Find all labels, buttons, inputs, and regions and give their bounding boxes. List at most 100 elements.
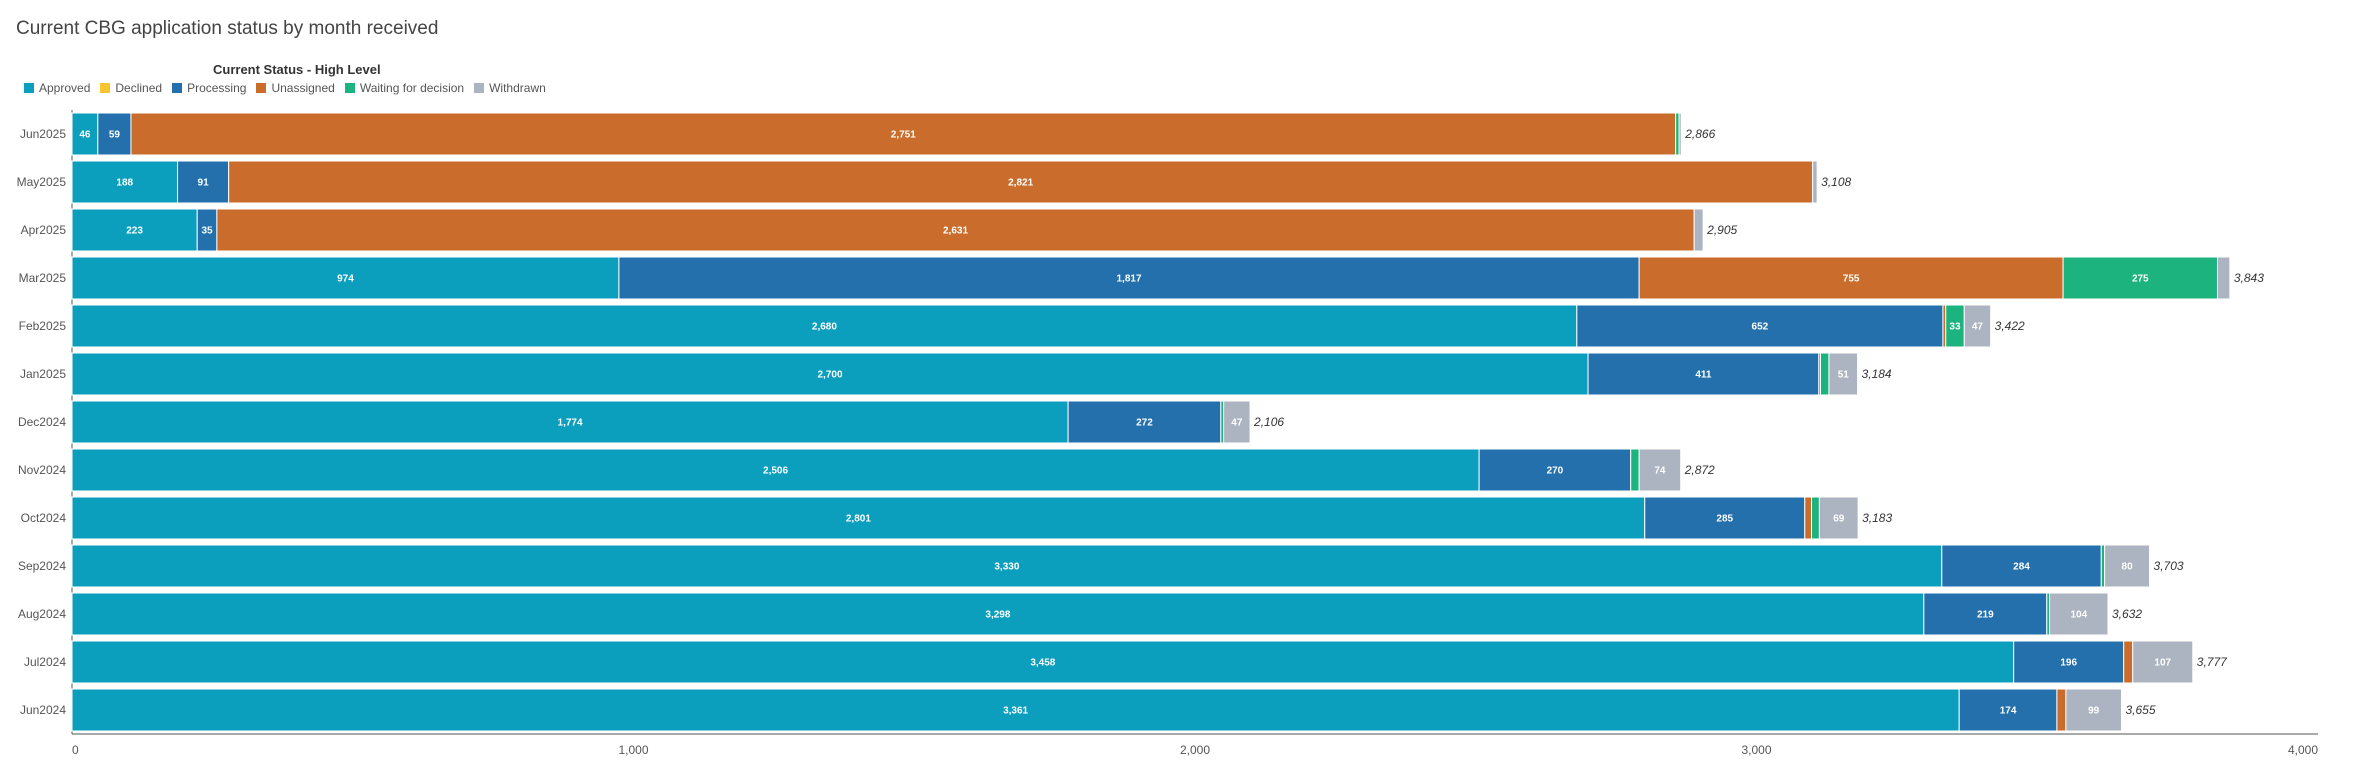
bar-segment — [177, 160, 230, 204]
data-label: 755 — [1843, 274, 1860, 285]
y-tick-label: Jan2025 — [20, 367, 66, 381]
bar-segment — [71, 304, 1578, 348]
legend-item[interactable]: Approved — [24, 81, 90, 95]
bar-segment — [1963, 304, 1992, 348]
data-label: 80 — [2122, 562, 2134, 573]
total-label: 3,655 — [2125, 703, 2155, 717]
bar-segment — [2132, 640, 2194, 684]
bar-segment — [1675, 112, 1680, 156]
x-tick-label: 3,000 — [1741, 743, 1771, 757]
bar-segment — [71, 400, 1069, 444]
bar-segment — [1958, 688, 2058, 732]
bar-segment — [2123, 640, 2134, 684]
bar-segment — [71, 256, 620, 300]
data-label: 2,631 — [943, 226, 968, 237]
y-tick-label: Aug2024 — [18, 607, 66, 621]
legend-swatch — [100, 83, 111, 93]
legend-item[interactable]: Declined — [100, 81, 162, 95]
data-label: 69 — [1833, 514, 1845, 525]
bar-segment — [618, 256, 1640, 300]
legend-swatch — [172, 83, 183, 93]
total-label: 3,422 — [1995, 319, 2025, 333]
data-label: 33 — [1949, 322, 1961, 333]
data-label: 99 — [2088, 706, 2100, 717]
data-label: 223 — [126, 226, 143, 237]
bar-segment — [228, 160, 1814, 204]
data-label: 104 — [2070, 610, 2087, 621]
bar-segment — [1818, 496, 1859, 540]
data-label: 2,680 — [812, 322, 837, 333]
legend-label: Withdrawn — [489, 81, 546, 95]
data-label: 1,774 — [558, 418, 583, 429]
chart-title: Current CBG application status by month … — [16, 18, 439, 39]
data-label: 47 — [1231, 418, 1243, 429]
total-label: 3,632 — [2112, 607, 2142, 621]
data-label: 411 — [1695, 370, 1712, 381]
y-tick-label: Jun2024 — [20, 703, 66, 717]
legend-swatch — [256, 83, 267, 93]
data-label: 219 — [1977, 610, 1994, 621]
bar-segment — [97, 112, 132, 156]
legend-swatch — [344, 83, 355, 93]
legend-title: Current Status - High Level — [213, 62, 381, 77]
legend-label: Processing — [187, 81, 247, 95]
bar-segment — [130, 112, 1677, 156]
bar-segment — [216, 208, 1695, 252]
y-tick-label: Feb2025 — [19, 319, 67, 333]
bar-segment — [1820, 352, 1830, 396]
legend-label: Waiting for decision — [359, 81, 465, 95]
x-tick-label: 0 — [72, 743, 79, 757]
y-tick-label: Nov2024 — [18, 463, 66, 477]
total-label: 2,866 — [1684, 127, 1715, 141]
bar-segment — [2062, 256, 2218, 300]
bar-segment — [71, 496, 1646, 540]
data-label: 2,700 — [818, 370, 843, 381]
bar-segment — [2104, 544, 2151, 588]
data-label: 1,817 — [1117, 274, 1142, 285]
legend-label: Unassigned — [271, 81, 335, 95]
bar-segment — [1693, 208, 1704, 252]
legend-swatch — [24, 83, 34, 93]
total-label: 3,184 — [1862, 367, 1892, 381]
y-tick-label: Mar2025 — [19, 271, 67, 285]
x-tick-label: 2,000 — [1180, 743, 1210, 757]
bar-segment — [1828, 352, 1859, 396]
data-label: 46 — [79, 130, 91, 141]
data-label: 272 — [1136, 418, 1153, 429]
bar-segment — [1923, 592, 2048, 636]
legend-label: Approved — [39, 81, 91, 95]
data-label: 3,361 — [1003, 706, 1028, 717]
legend-item[interactable]: Waiting for decision — [344, 81, 465, 95]
total-label: 2,872 — [1684, 463, 1715, 477]
total-label: 3,843 — [2234, 271, 2264, 285]
data-label: 2,751 — [891, 130, 916, 141]
data-label: 91 — [198, 178, 210, 189]
data-label: 275 — [2132, 274, 2149, 285]
legend-item[interactable]: Withdrawn — [474, 81, 546, 95]
data-label: 974 — [337, 274, 354, 285]
data-label: 3,298 — [985, 610, 1010, 621]
bar-segment — [1478, 448, 1632, 492]
bar-segment — [1638, 448, 1682, 492]
y-tick-label: Jul2024 — [24, 655, 66, 669]
y-tick-label: Jun2025 — [20, 127, 66, 141]
x-tick-label: 1,000 — [618, 743, 648, 757]
data-label: 284 — [2013, 562, 2030, 573]
bar-segment — [1587, 352, 1820, 396]
bar-segment — [1644, 496, 1806, 540]
bar-segment — [2100, 544, 2106, 588]
total-label: 2,905 — [1706, 223, 1737, 237]
bar-segment — [1811, 496, 1820, 540]
total-label: 2,106 — [1253, 415, 1284, 429]
data-label: 2,506 — [763, 466, 788, 477]
bar-segment — [1812, 160, 1818, 204]
legend-item[interactable]: Processing — [172, 81, 246, 95]
data-label: 3,458 — [1030, 658, 1055, 669]
legend-item[interactable]: Unassigned — [256, 81, 335, 95]
bar-segment — [1678, 112, 1682, 156]
data-label: 652 — [1752, 322, 1769, 333]
data-label: 107 — [2154, 658, 2171, 669]
bar-segment — [71, 688, 1960, 732]
y-tick-label: Dec2024 — [18, 415, 66, 429]
